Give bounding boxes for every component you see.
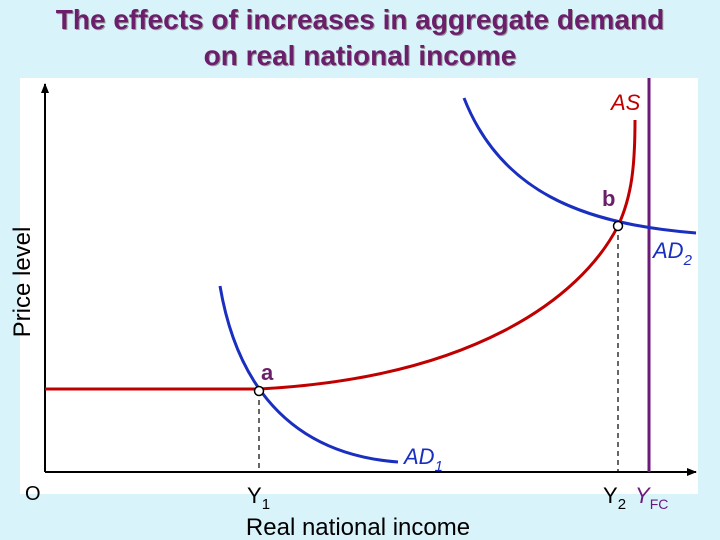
y2-tick-sub: 2 — [618, 496, 626, 513]
ad1-label: AD1 — [402, 444, 443, 475]
y-axis-title: Price level — [9, 227, 36, 338]
yfc-tick-sub: FC — [650, 496, 669, 512]
x-axis-title: Real national income — [246, 514, 470, 540]
y1-tick-sub: 1 — [262, 496, 270, 513]
origin-label: O — [25, 483, 41, 505]
point-a-label: a — [261, 360, 274, 385]
y1-tick-label: Y1 — [247, 483, 270, 513]
diagram-title: The effects of increases in aggregate de… — [0, 2, 720, 74]
ad1-label-main: AD — [402, 444, 435, 469]
as-curve — [45, 119, 637, 391]
ad2-curve — [462, 97, 697, 235]
ad2-label-main: AD — [651, 238, 684, 263]
title-line-1: The effects of increases in aggregate de… — [55, 4, 665, 35]
ad1-label-sub: 1 — [435, 458, 443, 475]
as-label: AS — [609, 90, 641, 115]
ad2-label: AD2 — [651, 238, 693, 269]
title-line-2: on real national income — [203, 40, 517, 71]
y1-tick-main: Y — [247, 483, 262, 508]
ad2-label-sub: 2 — [683, 252, 693, 269]
y2-tick-main: Y — [603, 483, 618, 508]
plot-area — [20, 78, 698, 494]
yfc-tick-label: YFC — [635, 483, 668, 512]
equilibrium-point-b — [612, 220, 624, 232]
point-b-label: b — [602, 186, 615, 211]
equilibrium-point-a — [253, 385, 265, 397]
yfc-tick-main: Y — [635, 483, 651, 508]
y2-tick-label: Y2 — [603, 483, 626, 513]
